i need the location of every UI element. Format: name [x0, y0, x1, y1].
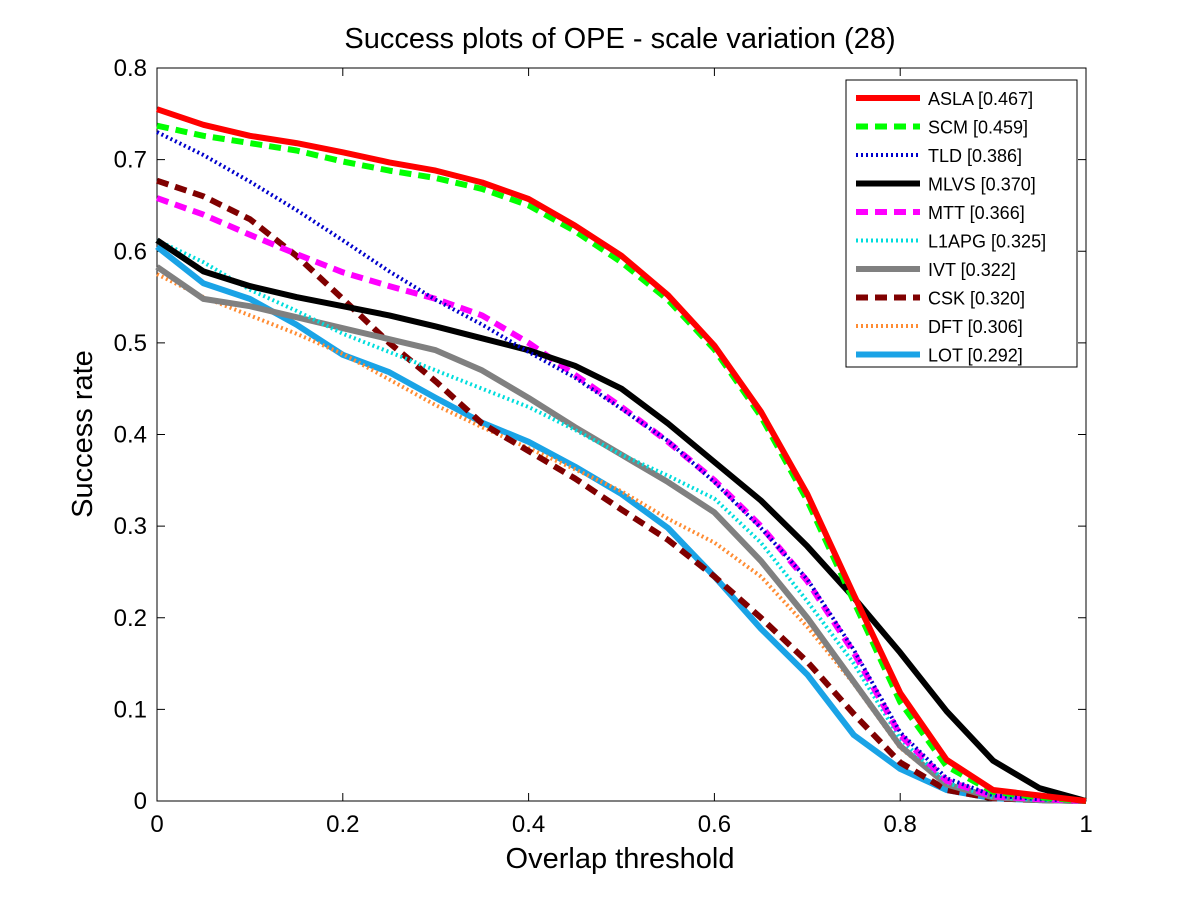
y-tick-label: 0 [134, 788, 147, 815]
x-tick-label: 0.6 [698, 811, 731, 838]
legend-label-csk: CSK [0.320] [928, 289, 1025, 309]
series-line-mtt [155, 195, 1087, 804]
legend-label-dft: DFT [0.306] [928, 317, 1023, 337]
y-tick-label: 0.5 [114, 330, 147, 357]
series-line-scm [156, 122, 1087, 804]
legend: ASLA [0.467] SCM [0.459] TLD [0.386] MLVS [… [845, 79, 1078, 368]
legend-label-tld: TLD [0.386] [928, 146, 1022, 166]
x-tick-label: 0.8 [884, 811, 917, 838]
x-tick-label: 1 [1079, 811, 1092, 838]
legend-label-mlvs: MLVS [0.370] [928, 175, 1036, 195]
axis-ticks: 0 0.2 0.4 0.6 0.8 1 0 0.1 0.2 0.3 0.4 0.5 0.6 0.7 0.8 [114, 55, 1093, 838]
x-tick-label: 0.4 [512, 811, 545, 838]
series-line-asla [156, 106, 1087, 804]
legend-label-asla: ASLA [0.467] [928, 89, 1033, 109]
legend-label-l1apg: L1APG [0.325] [928, 232, 1046, 252]
y-tick-label: 0.8 [114, 55, 147, 82]
y-tick-label: 0.2 [114, 605, 147, 632]
y-tick-label: 0.3 [114, 513, 147, 540]
series-line-ivt [155, 264, 1087, 804]
y-tick-label: 0.6 [114, 238, 147, 265]
x-tick-label: 0.2 [326, 811, 359, 838]
chart-title: Success plots of OPE - scale variation (… [344, 23, 895, 55]
series-line-mlvs [155, 237, 1087, 804]
y-tick-label: 0.7 [114, 147, 147, 174]
x-tick-label: 0 [150, 811, 163, 838]
series-line-csk [156, 177, 1087, 804]
series-line-tld [156, 130, 1087, 803]
y-tick-label: 0.1 [114, 696, 147, 723]
y-axis-label: Success rate [67, 350, 99, 518]
y-tick-label: 0.4 [114, 422, 147, 449]
x-axis-label: Overlap threshold [506, 843, 735, 875]
legend-label-ivt: IVT [0.322] [928, 260, 1016, 280]
legend-label-mtt: MTT [0.366] [928, 203, 1025, 223]
legend-label-lot: LOT [0.292] [928, 346, 1023, 366]
series-layer [155, 106, 1087, 804]
legend-label-scm: SCM [0.459] [928, 118, 1028, 138]
